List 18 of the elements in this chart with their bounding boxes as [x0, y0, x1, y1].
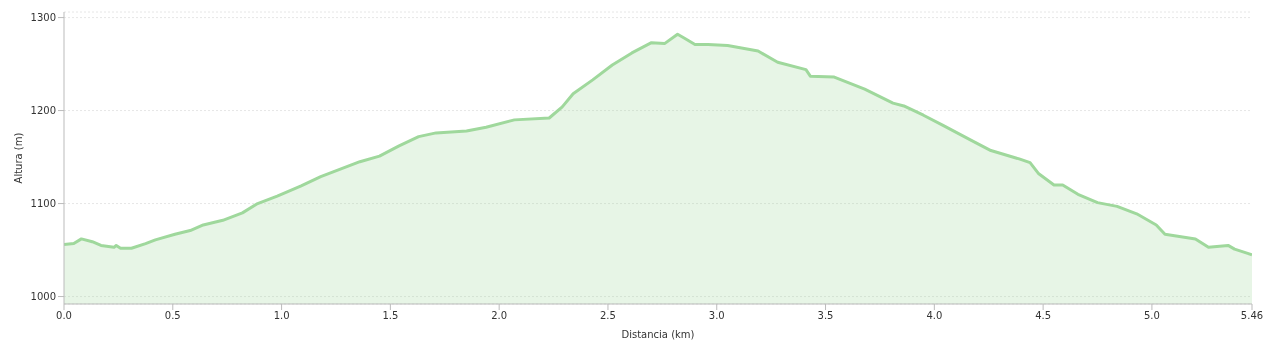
x-tick-label: 5.46 — [1240, 310, 1264, 322]
x-tick-label: 0.5 — [164, 310, 181, 322]
x-tick-label: 1.5 — [382, 310, 399, 322]
x-tick-label: 0.0 — [56, 310, 72, 322]
x-tick-label: 4.0 — [926, 310, 943, 322]
y-tick-label: 1200 — [30, 105, 56, 117]
y-tick-label: 1000 — [30, 291, 56, 303]
x-tick-label: 3.0 — [708, 310, 725, 322]
x-tick-label: 4.5 — [1035, 310, 1052, 322]
y-tick-label: 1300 — [30, 12, 56, 24]
x-tick-label: 5.0 — [1143, 310, 1160, 322]
y-tick-label: 1100 — [30, 198, 56, 210]
y-axis-title: Altura (m) — [12, 132, 24, 184]
x-tick-label: 1.0 — [273, 310, 290, 322]
x-tick-label: 2.0 — [491, 310, 508, 322]
x-tick-label: 3.5 — [817, 310, 834, 322]
x-axis-title: Distancia (km) — [621, 329, 695, 340]
x-tick-label: 2.5 — [600, 310, 616, 322]
